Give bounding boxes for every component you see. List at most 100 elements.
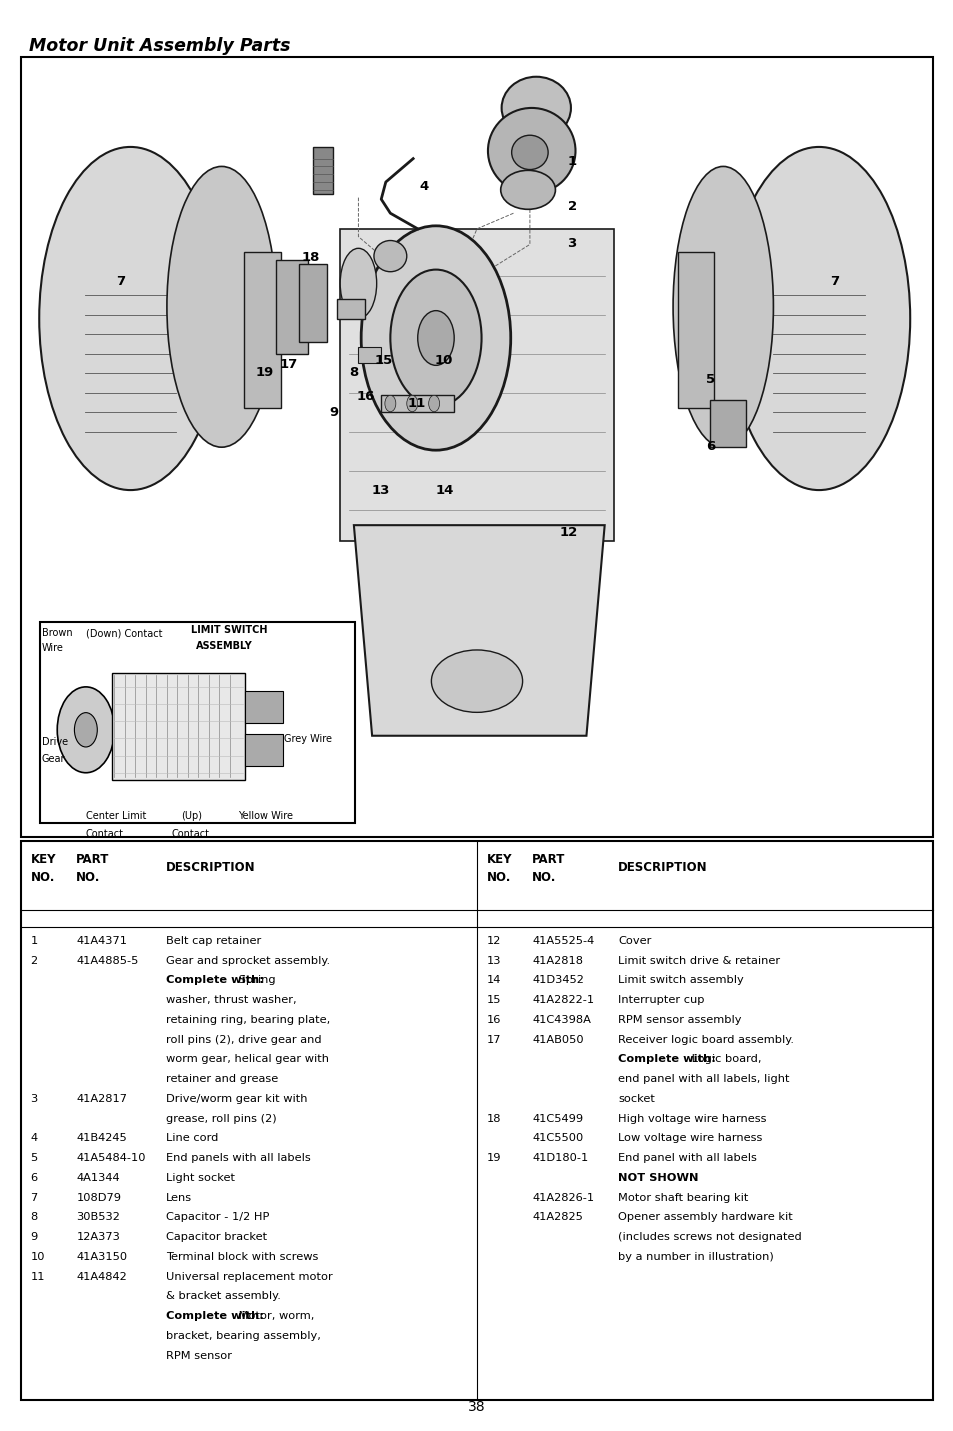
Text: 11: 11	[30, 1272, 45, 1282]
Text: 3: 3	[30, 1093, 38, 1103]
Text: 41A5525-4: 41A5525-4	[532, 936, 594, 946]
Bar	[244, 252, 280, 408]
Text: 41A5484-10: 41A5484-10	[76, 1153, 146, 1163]
Text: Line cord: Line cord	[166, 1133, 218, 1143]
Text: NO.: NO.	[486, 871, 511, 884]
Text: Low voltage wire harness: Low voltage wire harness	[618, 1133, 761, 1143]
Text: 14: 14	[436, 484, 454, 498]
Text: DESCRIPTION: DESCRIPTION	[618, 861, 707, 874]
Ellipse shape	[500, 170, 555, 209]
Text: RPM sensor assembly: RPM sensor assembly	[618, 1015, 740, 1025]
Text: 5: 5	[705, 372, 715, 386]
Text: Interrupter cup: Interrupter cup	[618, 995, 704, 1005]
Text: 5: 5	[30, 1153, 38, 1163]
Text: KEY: KEY	[30, 853, 56, 866]
Ellipse shape	[39, 147, 221, 489]
Circle shape	[390, 269, 481, 406]
Text: 30B532: 30B532	[76, 1212, 120, 1222]
Text: 4: 4	[30, 1133, 37, 1143]
Text: 17: 17	[279, 358, 297, 372]
Text: 9: 9	[329, 405, 338, 419]
Text: 41D180-1: 41D180-1	[532, 1153, 588, 1163]
Text: 41A2818: 41A2818	[532, 956, 582, 966]
Text: 1: 1	[30, 936, 38, 946]
Text: Drive: Drive	[42, 737, 68, 747]
Polygon shape	[354, 525, 604, 736]
Bar	[709, 401, 745, 446]
Text: Grey Wire: Grey Wire	[284, 734, 332, 744]
Text: retaining ring, bearing plate,: retaining ring, bearing plate,	[166, 1015, 330, 1025]
Text: NO.: NO.	[30, 871, 55, 884]
Text: NOT SHOWN: NOT SHOWN	[618, 1173, 698, 1183]
Text: grease, roll pins (2): grease, roll pins (2)	[166, 1113, 276, 1123]
Text: Light socket: Light socket	[166, 1173, 234, 1183]
Text: washer, thrust washer,: washer, thrust washer,	[166, 995, 296, 1005]
Text: 41A3150: 41A3150	[76, 1252, 128, 1262]
Text: Complete with:: Complete with:	[166, 1311, 264, 1321]
Bar	[381, 395, 454, 412]
Text: Motor, worm,: Motor, worm,	[235, 1311, 314, 1321]
Text: 9: 9	[30, 1232, 38, 1242]
Text: 10: 10	[434, 353, 452, 368]
Circle shape	[417, 311, 454, 365]
Text: End panel with all labels: End panel with all labels	[618, 1153, 757, 1163]
Text: Capacitor bracket: Capacitor bracket	[166, 1232, 267, 1242]
Text: 4: 4	[419, 179, 429, 193]
Text: 18: 18	[486, 1113, 500, 1123]
Text: 41A2817: 41A2817	[76, 1093, 127, 1103]
Text: end panel with all labels, light: end panel with all labels, light	[618, 1075, 789, 1085]
Text: 16: 16	[356, 389, 375, 404]
Text: Complete with:: Complete with:	[166, 976, 264, 986]
Text: 18: 18	[301, 250, 319, 265]
Text: 41A2822-1: 41A2822-1	[532, 995, 594, 1005]
Text: 3: 3	[566, 236, 576, 250]
Text: 6: 6	[30, 1173, 37, 1183]
Text: KEY: KEY	[486, 853, 512, 866]
Text: 41D3452: 41D3452	[532, 976, 583, 986]
Text: 11: 11	[407, 396, 425, 411]
Ellipse shape	[501, 77, 570, 139]
Text: 14: 14	[486, 976, 500, 986]
Text: Receiver logic board assembly.: Receiver logic board assembly.	[618, 1035, 793, 1045]
Text: 13: 13	[371, 484, 389, 498]
Text: Capacitor - 1/2 HP: Capacitor - 1/2 HP	[166, 1212, 269, 1222]
Text: LIMIT SWITCH: LIMIT SWITCH	[191, 625, 267, 635]
Text: 41C5499: 41C5499	[532, 1113, 583, 1123]
Circle shape	[74, 713, 97, 747]
Text: (Up): (Up)	[181, 811, 202, 821]
Text: Gear and sprocket assembly.: Gear and sprocket assembly.	[166, 956, 330, 966]
Ellipse shape	[431, 650, 522, 713]
Bar	[21, 841, 932, 1400]
Text: Complete with:: Complete with:	[618, 1055, 716, 1065]
Bar	[358, 348, 381, 363]
Circle shape	[384, 395, 395, 412]
Bar	[276, 260, 308, 353]
Text: 41AB050: 41AB050	[532, 1035, 583, 1045]
Text: 12A373: 12A373	[76, 1232, 120, 1242]
Text: 15: 15	[375, 353, 393, 368]
Text: NO.: NO.	[76, 871, 101, 884]
Text: 41B4245: 41B4245	[76, 1133, 127, 1143]
Text: 4A1344: 4A1344	[76, 1173, 120, 1183]
Text: 38: 38	[468, 1400, 485, 1414]
Text: Wire: Wire	[42, 643, 64, 653]
Text: 12: 12	[559, 525, 578, 539]
Circle shape	[428, 395, 439, 412]
Text: 12: 12	[486, 936, 500, 946]
Text: 41C5500: 41C5500	[532, 1133, 583, 1143]
Ellipse shape	[167, 166, 276, 446]
Text: 17: 17	[486, 1035, 500, 1045]
Text: 16: 16	[486, 1015, 500, 1025]
Text: Contact: Contact	[172, 829, 210, 839]
Text: (includes screws not designated: (includes screws not designated	[618, 1232, 801, 1242]
Text: (Down) Contact: (Down) Contact	[86, 628, 162, 638]
Text: Motor Unit Assembly Parts: Motor Unit Assembly Parts	[29, 37, 290, 56]
Ellipse shape	[673, 166, 773, 446]
Text: 6: 6	[705, 439, 715, 454]
Text: Spring: Spring	[235, 976, 275, 986]
Text: Terminal block with screws: Terminal block with screws	[166, 1252, 318, 1262]
Text: retainer and grease: retainer and grease	[166, 1075, 278, 1085]
Text: by a number in illustration): by a number in illustration)	[618, 1252, 773, 1262]
Text: 41A2825: 41A2825	[532, 1212, 582, 1222]
Bar	[112, 673, 245, 780]
